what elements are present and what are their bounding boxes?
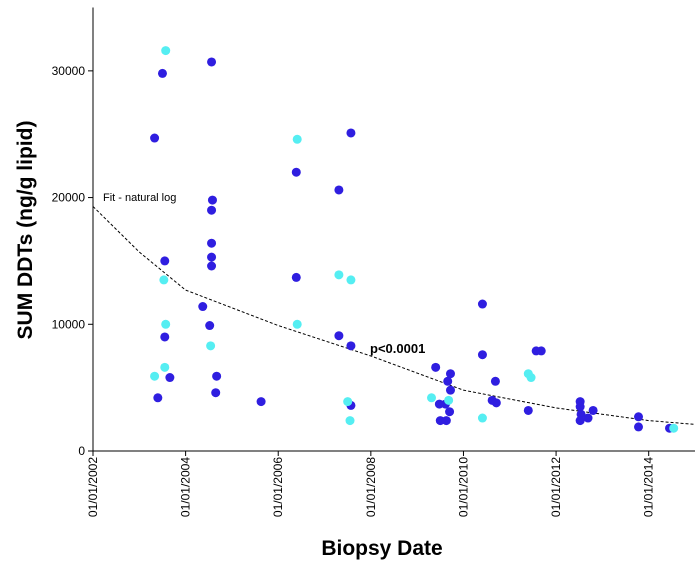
data-point: [161, 46, 171, 56]
x-axis-label: Biopsy Date: [321, 537, 442, 560]
data-point: [536, 346, 546, 356]
data-point: [588, 405, 598, 415]
data-point: [207, 57, 217, 67]
y-tick-label: 10000: [52, 317, 86, 331]
data-point: [150, 371, 160, 381]
data-point: [334, 185, 344, 195]
x-tick-label: 01/01/2004: [179, 457, 193, 517]
data-point: [157, 68, 167, 78]
data-point: [160, 256, 170, 266]
data-point: [153, 393, 163, 403]
x-tick-label: 01/01/2012: [549, 457, 563, 517]
data-point: [292, 134, 302, 144]
x-tick-label: 01/01/2006: [271, 457, 285, 517]
x-tick-label: 01/01/2002: [86, 457, 100, 517]
data-point: [207, 252, 217, 262]
y-tick-label: 0: [78, 444, 85, 458]
data-point: [334, 270, 344, 280]
data-point: [490, 376, 500, 386]
data-point: [444, 395, 454, 405]
data-point: [445, 369, 455, 379]
y-tick-label: 30000: [52, 64, 86, 78]
data-point: [346, 341, 356, 351]
data-point: [292, 319, 302, 329]
data-point: [291, 167, 301, 177]
y-axis-label: SUM DDTs (ng/g lipid): [14, 121, 37, 340]
data-point: [477, 413, 487, 423]
data-point: [346, 128, 356, 138]
data-point: [211, 388, 221, 398]
data-point: [477, 350, 487, 360]
data-point: [205, 321, 215, 331]
fit-line: [92, 206, 695, 425]
data-point: [445, 407, 455, 417]
data-point: [256, 397, 266, 407]
data-point: [346, 275, 356, 285]
data-point: [523, 405, 533, 415]
data-point: [427, 393, 437, 403]
data-point: [334, 331, 344, 341]
data-point: [207, 238, 217, 248]
data-point: [445, 385, 455, 395]
data-point: [345, 416, 355, 426]
fit-label: Fit - natural log: [103, 192, 176, 204]
data-point: [160, 362, 170, 372]
y-tick-label: 20000: [52, 191, 86, 205]
data-point: [165, 373, 175, 383]
data-point: [575, 416, 585, 426]
data-point: [634, 412, 644, 422]
data-point: [343, 397, 353, 407]
data-point: [159, 275, 169, 285]
data-point: [575, 402, 585, 412]
data-point: [491, 398, 501, 408]
data-point: [207, 205, 217, 215]
data-point: [206, 341, 216, 351]
x-tick-label: 01/01/2014: [642, 457, 656, 517]
data-point: [212, 371, 222, 381]
data-point: [161, 319, 171, 329]
data-point: [583, 413, 593, 423]
data-point: [207, 261, 217, 271]
data-point: [477, 299, 487, 309]
data-point: [634, 422, 644, 432]
data-point: [150, 133, 160, 143]
data-point: [160, 332, 170, 342]
data-point: [443, 376, 453, 386]
data-point: [207, 195, 217, 205]
x-tick-label: 01/01/2008: [364, 457, 378, 517]
data-point: [291, 272, 301, 282]
data-point: [431, 362, 441, 372]
x-tick-label: 01/01/2010: [456, 457, 470, 517]
data-point: [526, 373, 536, 383]
data-point: [198, 302, 208, 312]
data-point: [441, 416, 451, 426]
data-point: [669, 423, 679, 433]
p-value: p<0.0001: [370, 341, 425, 356]
